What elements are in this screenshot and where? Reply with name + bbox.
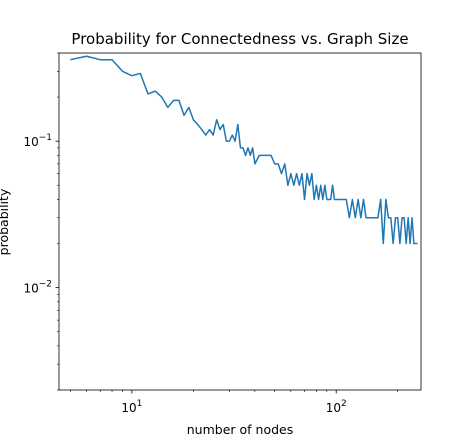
axes-frame	[58, 52, 422, 391]
y-axis-label: probability	[0, 188, 11, 255]
x-axis-label: number of nodes	[187, 422, 294, 437]
series-line-0	[70, 55, 418, 245]
x-tick-label-1: 102	[326, 399, 347, 415]
axes: 101 102 10−1 10−2	[23, 52, 422, 415]
y-tick-label-1: 10−2	[23, 280, 52, 296]
y-tick-label-0: 10−1	[23, 133, 52, 149]
x-tick-label-0: 101	[121, 399, 142, 415]
chart-title: Probability for Connectedness vs. Graph …	[71, 30, 408, 48]
plot-area	[70, 55, 418, 245]
